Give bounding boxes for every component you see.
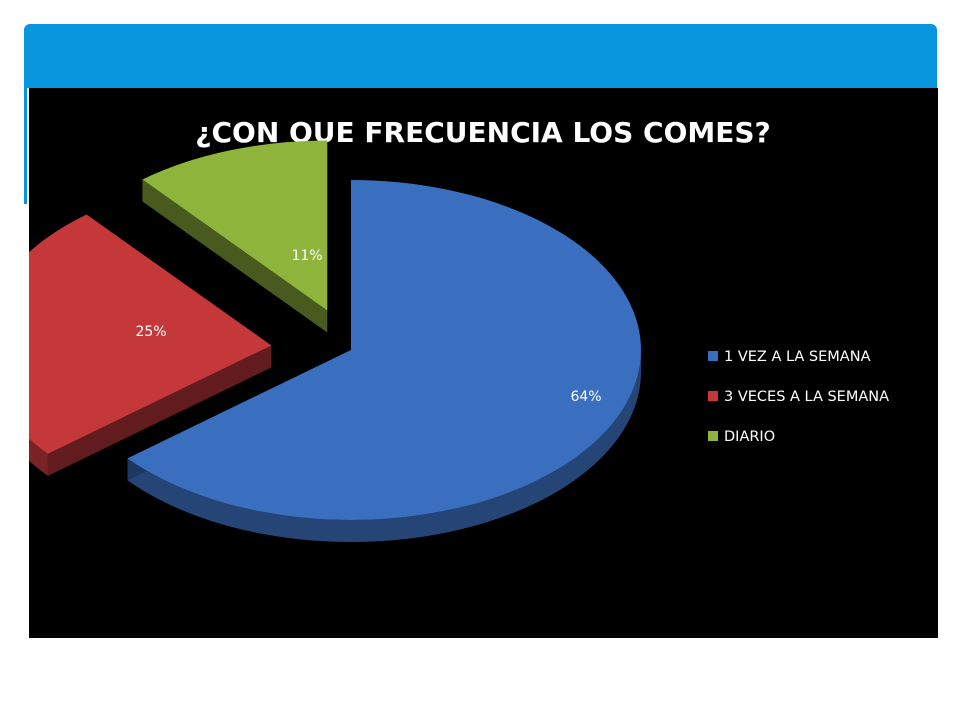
- legend-item-1: 1 VEZ A LA SEMANA: [708, 349, 871, 365]
- legend-swatch: [708, 391, 718, 401]
- legend-swatch: [708, 431, 718, 441]
- legend-item-2: 3 VECES A LA SEMANA: [708, 389, 889, 405]
- pie-slice-1: [127, 180, 642, 542]
- pie-slice-2: [29, 214, 272, 476]
- data-label-3: 11%: [291, 248, 322, 264]
- accent-line: [24, 88, 27, 204]
- data-label-2: 25%: [135, 324, 166, 340]
- legend-label: DIARIO: [724, 429, 775, 445]
- pie-chart: ¿CON QUE FRECUENCIA LOS COMES? 64%25%11%…: [29, 116, 889, 542]
- chart-panel: ¿CON QUE FRECUENCIA LOS COMES? 64% 25% 11%…: [29, 88, 938, 638]
- header-bar: [24, 24, 937, 88]
- legend-item-3: DIARIO: [708, 429, 775, 445]
- legend-label: 1 VEZ A LA SEMANA: [724, 349, 871, 365]
- data-label-1: 64%: [570, 389, 601, 405]
- legend-swatch: [708, 351, 718, 361]
- legend-label: 3 VECES A LA SEMANA: [724, 389, 889, 405]
- pie-slice-3: [142, 140, 328, 333]
